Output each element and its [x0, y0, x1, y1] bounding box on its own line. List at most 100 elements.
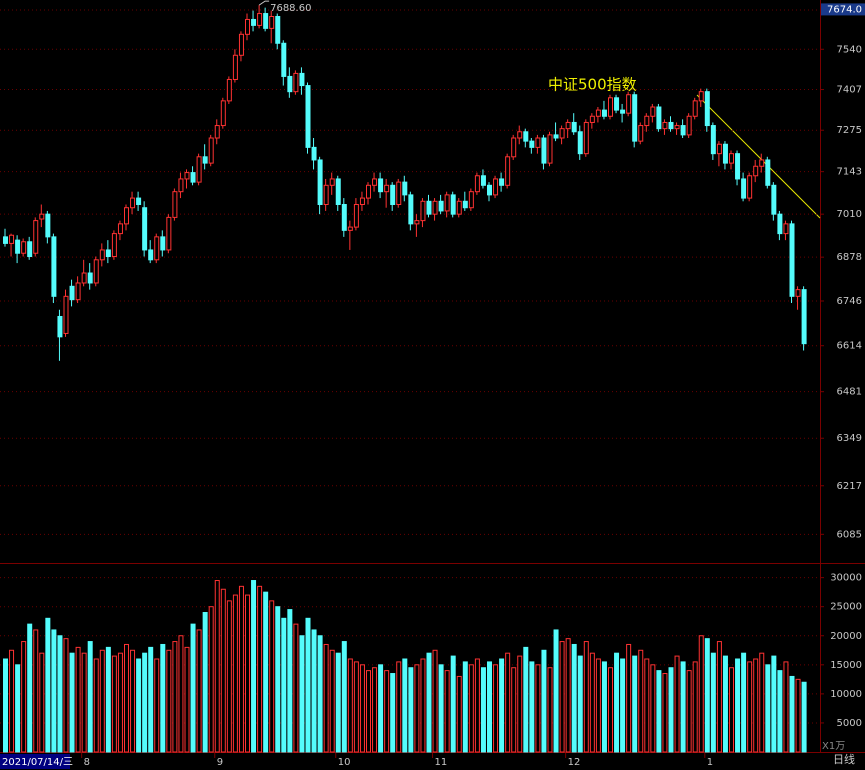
y-tick-label: 6878	[837, 252, 862, 263]
candle-body	[741, 178, 747, 199]
volume-bar	[589, 652, 595, 753]
volume-bar	[142, 652, 148, 753]
candle-body	[111, 233, 117, 258]
candle-body	[293, 72, 299, 93]
y2-tick-label: 15000	[830, 660, 862, 671]
volume-bar	[662, 673, 668, 753]
volume-bar	[220, 588, 226, 753]
volume-bar	[601, 661, 607, 753]
candle-body	[317, 159, 323, 206]
volume-bar	[202, 612, 208, 753]
candle-body	[674, 125, 680, 130]
volume-bar	[105, 646, 111, 753]
volume-bar	[668, 667, 674, 753]
volume-bar	[444, 670, 450, 753]
candle-body	[372, 178, 378, 186]
y2-tick-label: 20000	[830, 631, 862, 642]
volume-bar	[232, 594, 238, 753]
volume-bar	[571, 643, 577, 753]
x-tick-label: 10	[338, 757, 351, 768]
volume-bar	[251, 580, 257, 753]
volume-bar	[759, 652, 765, 753]
volume-bar	[547, 667, 553, 753]
candle-body	[335, 178, 341, 206]
volume-bar	[420, 658, 426, 753]
candle-body	[51, 236, 57, 297]
candle-body	[716, 143, 722, 155]
price-marker-box	[821, 3, 865, 16]
candle-body	[275, 16, 281, 44]
volume-bar	[783, 661, 789, 753]
volume-bar	[172, 641, 178, 753]
volume-bar	[63, 638, 69, 753]
candle-body	[190, 172, 196, 183]
volume-bar	[323, 643, 329, 753]
volume-bar	[293, 623, 299, 753]
volume-bar	[190, 623, 196, 753]
volume-bar	[493, 664, 499, 753]
candle-body	[771, 184, 777, 215]
candle-body	[529, 140, 535, 148]
candle-body	[196, 156, 202, 183]
candle-body	[747, 175, 753, 199]
candle-body	[765, 159, 771, 186]
volume-bar	[511, 667, 517, 753]
candle-body	[420, 200, 426, 222]
y2-tick-label: 5000	[837, 718, 862, 729]
candle-body	[208, 137, 214, 164]
candle-body	[3, 236, 8, 244]
candle-body	[595, 109, 601, 117]
volume-bar	[468, 664, 474, 753]
y-tick-label: 6614	[837, 341, 862, 352]
candle-body	[789, 223, 795, 297]
volume-bar	[184, 646, 190, 753]
candle-body	[9, 234, 15, 244]
candle-body	[638, 125, 644, 142]
candle-body	[214, 125, 220, 139]
volume-bar	[638, 649, 644, 753]
candle-body	[378, 178, 384, 193]
volume-bar	[359, 664, 365, 753]
volume-bar	[124, 643, 129, 753]
candle-body	[323, 184, 329, 206]
candle-body	[777, 213, 783, 235]
trend-line	[696, 94, 821, 219]
volume-bar	[208, 606, 214, 753]
volume-bar	[674, 655, 680, 753]
y-tick-label: 6349	[837, 433, 862, 444]
candle-body	[559, 128, 565, 139]
volume-bar	[93, 658, 99, 753]
candle-body	[614, 97, 620, 111]
candle-body	[620, 109, 626, 114]
candle-body	[178, 178, 184, 193]
x-tick-label: 11	[435, 757, 448, 768]
candle-body	[583, 121, 589, 155]
candle-body	[680, 125, 686, 136]
volume-bar	[523, 646, 529, 753]
volume-bar	[136, 658, 142, 753]
volume-bar	[390, 673, 396, 753]
max-leader	[258, 0, 270, 6]
volume-bar	[214, 580, 220, 753]
candle-body	[299, 72, 305, 87]
volume-bar	[196, 629, 202, 753]
candle-body	[69, 285, 75, 301]
volume-bar	[529, 661, 535, 753]
volume-bar	[789, 675, 795, 753]
volume-bar	[577, 655, 583, 753]
candle-body	[287, 75, 293, 93]
candle-body	[511, 137, 517, 158]
x-tick-label: 1	[707, 757, 713, 768]
candle-body	[384, 184, 390, 193]
candle-body	[456, 200, 462, 215]
candle-body	[269, 16, 275, 29]
candle-body	[662, 121, 668, 130]
x-tick-label: 2021/07/14/三	[2, 757, 73, 768]
volume-bar	[722, 655, 728, 753]
candle-body	[668, 121, 674, 130]
volume-bar	[801, 681, 807, 753]
candle-body	[124, 207, 129, 225]
candle-body	[608, 97, 613, 117]
volume-bar	[51, 629, 57, 753]
